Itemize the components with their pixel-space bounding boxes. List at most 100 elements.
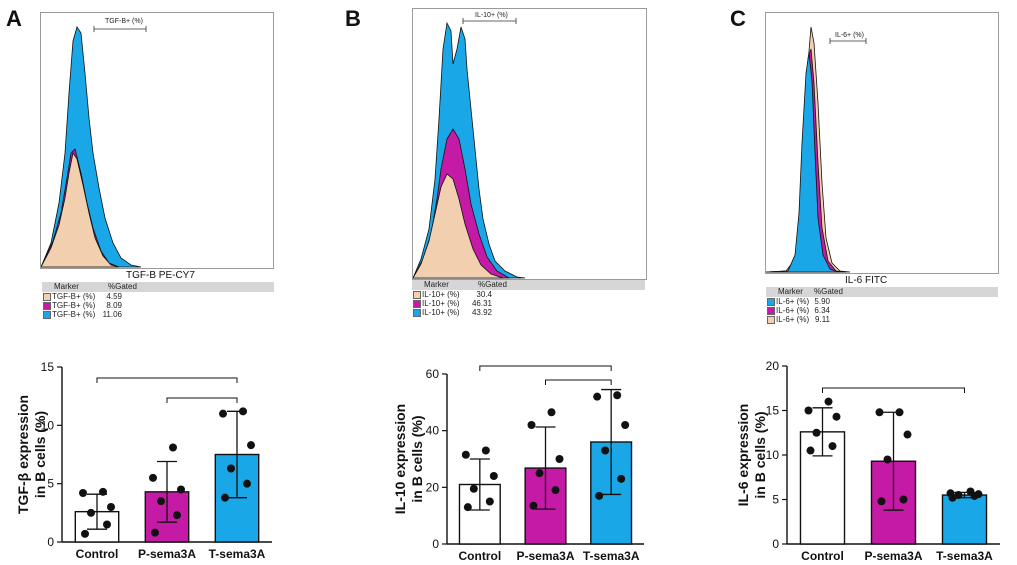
marker-row: TGF-B+ (%) 4.59: [42, 292, 274, 301]
data-point: [151, 528, 159, 537]
data-point: [828, 442, 837, 451]
data-point: [177, 485, 185, 494]
data-point: [485, 497, 494, 506]
category-label: T-sema3A: [583, 549, 640, 563]
marker-table-b: Marker %Gated IL-10+ (%) 30.4 IL-10+ (%) 4…: [412, 280, 645, 317]
panel-letter-b: B: [345, 6, 361, 31]
data-point: [899, 495, 908, 504]
data-point: [551, 486, 560, 495]
data-point: [157, 497, 165, 506]
data-point: [832, 412, 841, 421]
gate-label-b: IL-10+ (%): [475, 12, 508, 19]
flow-xlabel-c: IL-6 FITC: [845, 275, 888, 286]
data-point: [613, 391, 622, 400]
data-point: [593, 392, 602, 401]
data-point: [535, 469, 544, 478]
histogram-peach-b: [413, 173, 504, 279]
data-point: [79, 489, 87, 497]
significance-bracket: [822, 387, 965, 393]
data-point: [595, 491, 604, 500]
data-point: [463, 503, 472, 512]
significance-bracket: [479, 365, 612, 371]
category-label: Control: [459, 549, 502, 563]
marker-table-a: Marker %Gated TGF-B+ (%) 4.59 TGF-B+ (%) 8…: [42, 282, 274, 319]
data-point: [875, 408, 884, 417]
data-point: [169, 443, 177, 452]
y-axis-label: in B cells (%): [752, 411, 768, 498]
flow-xlabel-a: TGF-B PE-CY7: [126, 270, 195, 281]
data-point: [806, 446, 815, 455]
flow-histogram-b-svg: IL-10+ (%): [413, 12, 526, 279]
data-point: [243, 479, 251, 488]
marker-table-header: Marker %Gated: [42, 282, 274, 292]
data-point: [601, 446, 610, 455]
data-point: [547, 408, 556, 417]
data-point: [469, 484, 478, 493]
flow-histogram-b: IL-10+ (%): [412, 8, 647, 280]
data-point: [555, 455, 564, 463]
data-point: [219, 409, 227, 418]
y-tick-label: 20: [766, 359, 780, 373]
marker-row: IL-6+ (%) 6.34: [766, 306, 998, 315]
significance-bracket: [545, 379, 612, 385]
data-point: [895, 408, 904, 417]
marker-table-header: Marker %Gated: [766, 287, 998, 297]
data-point: [461, 450, 470, 459]
y-tick-label: 40: [426, 424, 440, 438]
panel-letter-c: C: [730, 6, 746, 31]
category-label: P-sema3A: [864, 549, 922, 563]
marker-row: IL-10+ (%) 30.4: [412, 290, 645, 299]
data-point: [804, 406, 813, 415]
data-point: [239, 407, 247, 416]
data-point: [966, 487, 975, 496]
data-point: [946, 489, 955, 498]
data-point: [247, 441, 255, 450]
marker-table-header: Marker %Gated: [412, 280, 645, 290]
y-tick-label: 0: [432, 537, 439, 551]
data-point: [824, 397, 833, 406]
data-point: [812, 428, 821, 437]
bar-t-sema3a: [941, 494, 988, 545]
category-label: P-sema3A: [138, 547, 196, 561]
y-tick-label: 5: [772, 493, 779, 507]
significance-bracket: [166, 397, 238, 403]
data-point: [527, 421, 536, 429]
y-tick-label: 60: [426, 367, 440, 381]
category-label: P-sema3A: [516, 549, 574, 563]
data-point: [107, 503, 115, 511]
data-point: [103, 520, 111, 529]
data-point: [877, 497, 886, 506]
y-tick-label: 0: [47, 535, 54, 549]
data-point: [173, 511, 181, 520]
data-point: [149, 473, 157, 482]
y-tick-label: 15: [41, 360, 55, 374]
marker-row: IL-6+ (%) 5.90: [766, 297, 998, 306]
y-axis-label: in B cells (%): [32, 411, 48, 498]
significance-bracket: [96, 377, 238, 383]
data-point: [903, 430, 912, 439]
y-tick-label: 10: [41, 418, 55, 432]
marker-row: IL-10+ (%) 46.31: [412, 299, 645, 308]
y-tick-label: 0: [772, 537, 779, 551]
y-tick-label: 10: [766, 448, 780, 462]
marker-row: TGF-B+ (%) 11.06: [42, 310, 274, 319]
panel-letter-a: A: [6, 6, 22, 31]
y-axis-label: IL-10 expression: [392, 404, 408, 515]
marker-row: IL-6+ (%) 9.11: [766, 315, 998, 324]
data-point: [81, 529, 89, 538]
marker-row: TGF-B+ (%) 8.09: [42, 301, 274, 310]
marker-table-c: Marker %Gated IL-6+ (%) 5.90 IL-6+ (%) 6.3…: [766, 287, 998, 324]
data-point: [481, 446, 490, 455]
flow-histogram-a: TGF-B+ (%): [40, 12, 274, 269]
data-point: [99, 487, 107, 496]
flow-histogram-c-svg: IL-6+ (%): [766, 26, 867, 273]
data-point: [883, 455, 892, 464]
flow-histogram-c: IL-6+ (%): [765, 12, 999, 274]
gate-label-c: IL-6+ (%): [835, 32, 864, 39]
y-axis-label: in B cells (%): [409, 415, 425, 502]
data-point: [529, 501, 538, 510]
category-label: T-sema3A: [936, 549, 993, 563]
data-point: [227, 464, 235, 473]
data-point: [87, 508, 95, 517]
